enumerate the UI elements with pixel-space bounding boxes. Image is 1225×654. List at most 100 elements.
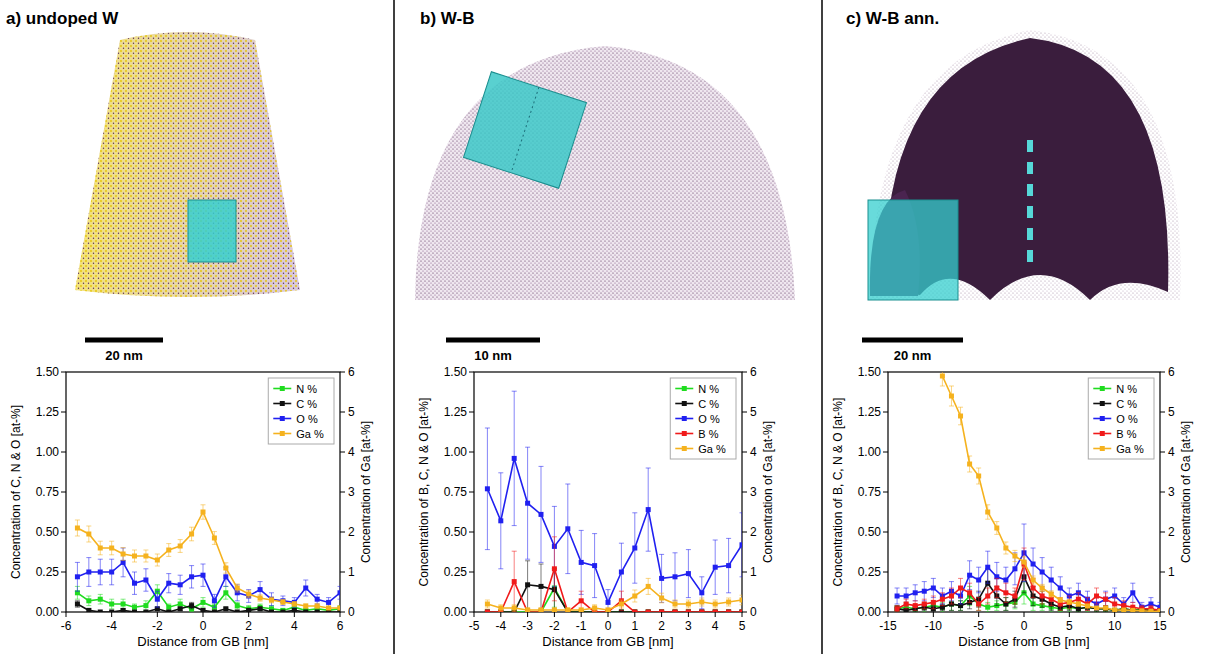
error-cap [592,611,597,612]
y2-tick-label: 0 [750,605,757,619]
error-cap [223,599,228,600]
error-cap [1058,610,1063,611]
error-cap [592,533,597,534]
error-cap [86,557,91,558]
error-cap [1058,612,1063,613]
error-cap [75,599,80,600]
marker [1040,586,1045,591]
y2-tick [742,532,747,533]
legend-marker [1100,386,1105,391]
y2-tick [1160,452,1165,453]
y-tick [469,372,474,373]
error-cap [155,607,160,608]
marker [178,582,183,587]
marker [646,507,651,512]
error-cap [525,560,530,561]
marker [1158,608,1161,612]
marker [498,606,503,611]
error-cap [1094,612,1099,613]
error-cap [166,543,171,544]
marker [201,608,206,612]
error-cap [155,607,160,608]
error-cap [178,552,183,553]
marker [949,394,954,399]
marker [1076,606,1081,611]
y2-tick [742,572,747,573]
error-cap [949,406,954,407]
error-cap [976,610,981,611]
marker [1130,590,1135,595]
error-cap [1058,610,1063,611]
error-cap [1031,610,1036,611]
y2-tick-label: 3 [348,485,355,499]
error-cap [985,612,990,613]
marker [646,610,651,613]
y2-tick-label: 6 [1168,365,1175,379]
error-cap [1121,600,1126,601]
legend-marker [280,401,285,406]
error-cap [895,612,900,613]
y-tick-label: 1.25 [444,405,468,419]
error-cap [904,599,909,600]
error-cap [967,560,972,561]
error-cap [940,588,945,589]
marker [726,600,731,605]
y-tick-label: 0.50 [444,525,468,539]
error-cap [958,597,963,598]
error-cap [922,610,927,611]
marker [1022,560,1027,565]
marker [98,610,103,613]
marker [632,546,637,551]
series [75,505,340,611]
y-tick [469,572,474,573]
marker [1076,606,1081,611]
y2-tick [742,372,747,373]
plot-frame [66,372,340,612]
x-tick [527,612,528,617]
error-cap [659,602,664,603]
legend-box [670,378,736,459]
marker [166,581,171,586]
y-tick [61,492,66,493]
error-cap [1049,610,1054,611]
error-cap [258,604,263,605]
error-cap [235,600,240,601]
marker [109,570,114,575]
marker [121,608,126,612]
marker [1148,609,1153,612]
x-tick [294,612,295,617]
error-cap [98,541,103,542]
error-cap [1085,610,1090,611]
marker [235,586,240,591]
error-cap [1148,605,1153,606]
y-tick [883,572,888,573]
error-cap [967,583,972,584]
error-cap [189,540,194,541]
marker [699,600,704,605]
y2-tick-label: 4 [1168,445,1175,459]
error-cap [686,600,691,601]
error-cap [1103,592,1108,593]
error-cap [1139,602,1144,603]
marker [1094,606,1099,611]
x-tick-label: -3 [522,619,533,633]
x-tick [248,612,249,617]
marker [1003,578,1008,583]
y-tick-label: 1.50 [36,365,60,379]
marker [75,602,80,607]
legend-box [1088,378,1154,459]
error-cap [976,597,981,598]
error-cap [565,573,570,574]
error-cap [201,564,206,565]
series [485,537,742,612]
marker [1148,602,1153,607]
marker [1076,602,1081,607]
marker [699,610,704,613]
marker [646,610,651,613]
error-cap [579,530,584,531]
error-cap [223,573,228,574]
marker [958,603,963,608]
legend-label: C % [1116,398,1137,410]
error-cap [1067,588,1072,589]
error-cap [212,531,217,532]
